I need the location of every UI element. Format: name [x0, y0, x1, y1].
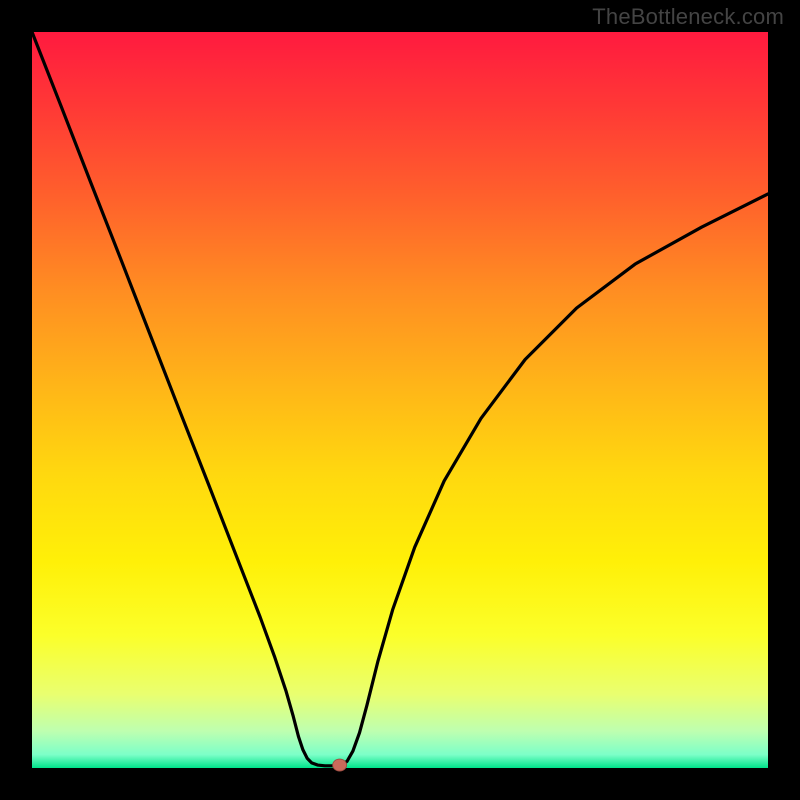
watermark-text: TheBottleneck.com	[592, 4, 784, 30]
bottleneck-chart	[0, 0, 800, 800]
optimal-point-marker	[333, 759, 347, 771]
chart-frame: TheBottleneck.com	[0, 0, 800, 800]
plot-background	[32, 32, 768, 768]
